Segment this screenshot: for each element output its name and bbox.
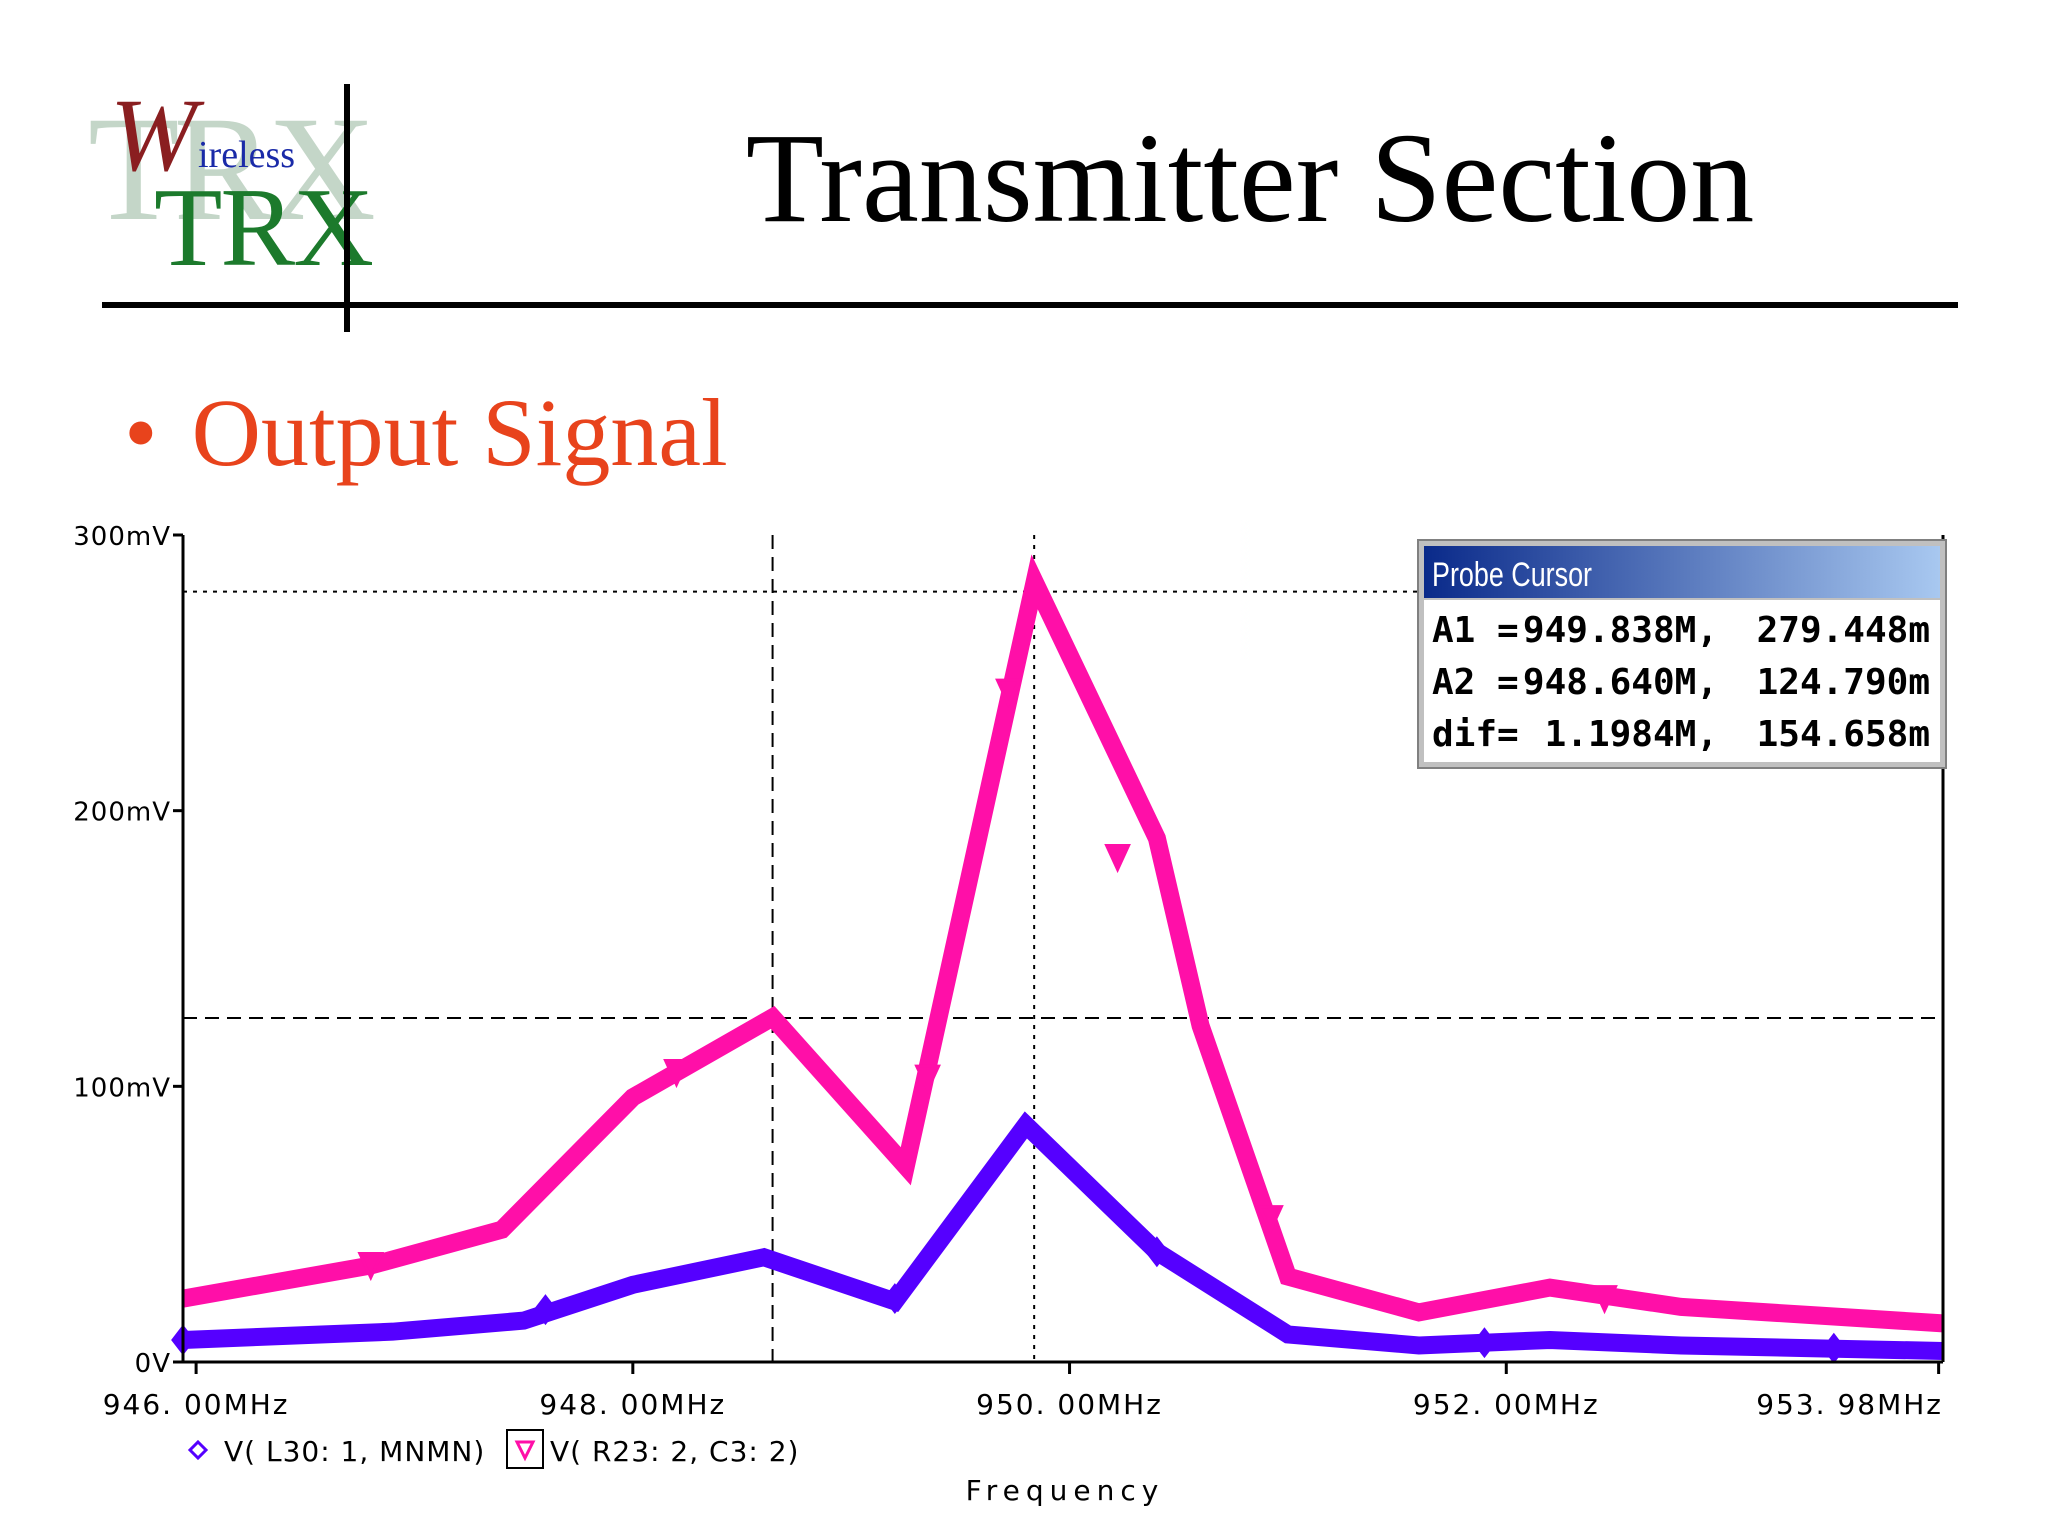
legend-label: V( R23: 2, C3: 2) (550, 1435, 799, 1468)
x-tick-label: 950. 00MHz (976, 1388, 1163, 1421)
probe-row-label: dif= (1432, 714, 1519, 755)
y-tick-label: 200mV (73, 798, 171, 828)
data-point (1591, 1285, 1618, 1315)
header-horizontal-divider (102, 302, 1958, 308)
series-layer (171, 554, 1944, 1364)
x-tick-label: 946. 00MHz (103, 1388, 290, 1421)
x-axis-label: Frequency (966, 1474, 1165, 1507)
series-line (181, 554, 1944, 1333)
data-point (357, 1252, 385, 1282)
y-tick-label: 300mV (73, 522, 171, 552)
probe-row-y: 154.658m (1757, 714, 1930, 755)
x-tick-label: 952. 00MHz (1413, 1388, 1600, 1421)
slide-title: Transmitter Section (745, 107, 1755, 249)
logo-watermark: TRX (88, 86, 376, 252)
legend-marker (514, 1440, 536, 1462)
y-tick-label: 100mV (73, 1073, 171, 1103)
probe-cursor-window[interactable]: Probe Cursor A1 = 949.838M, 279.448m A2 = 948… (1417, 539, 1947, 769)
data-point (1104, 844, 1131, 874)
header-vertical-divider (344, 84, 350, 332)
cursor-lines (183, 535, 1943, 1362)
company-logo: TRX W ireless TRX (88, 78, 376, 285)
data-point (1257, 1205, 1284, 1235)
axes: 0V 100mV 200mV 300mV 946. 00MHz 948. 00MHz 950… (73, 522, 1945, 1507)
data-point (995, 678, 1022, 708)
logo-trx: TRX (154, 166, 374, 290)
probe-row-y: 279.448m (1757, 610, 1930, 651)
y-tick-label: 0V (135, 1349, 171, 1379)
probe-title: Probe Cursor (1432, 556, 1592, 594)
bullet-item: • Output Signal (124, 380, 728, 486)
probe-body (1424, 600, 1940, 762)
legend-marker (187, 1439, 209, 1461)
data-point (533, 1294, 558, 1326)
x-tick-label: 948. 00MHz (539, 1388, 726, 1421)
probe-row-label: A2 = (1432, 662, 1519, 703)
bullet-text: Output Signal (191, 379, 728, 486)
data-point (663, 1059, 690, 1089)
probe-row-y: 124.790m (1757, 662, 1930, 703)
data-point (1145, 1236, 1169, 1268)
probe-row-x: 949.838M, (1523, 610, 1718, 651)
bullet-dot: • (124, 379, 158, 486)
probe-row-x: 948.640M, (1523, 662, 1718, 703)
legend-label: V( L30: 1, MNMN) (224, 1435, 485, 1468)
logo-ireless: ireless (198, 134, 296, 176)
probe-title-bar (1424, 546, 1940, 598)
data-point (882, 1283, 907, 1315)
x-tick-label: 953. 98MHz (1756, 1388, 1943, 1421)
probe-row-x: 1.1984M, (1545, 714, 1718, 755)
logo-w: W (110, 78, 197, 193)
probe-row-label: A1 = (1432, 610, 1519, 651)
data-point (914, 1064, 941, 1094)
data-point (1472, 1327, 1497, 1359)
legend-box (506, 1429, 544, 1469)
